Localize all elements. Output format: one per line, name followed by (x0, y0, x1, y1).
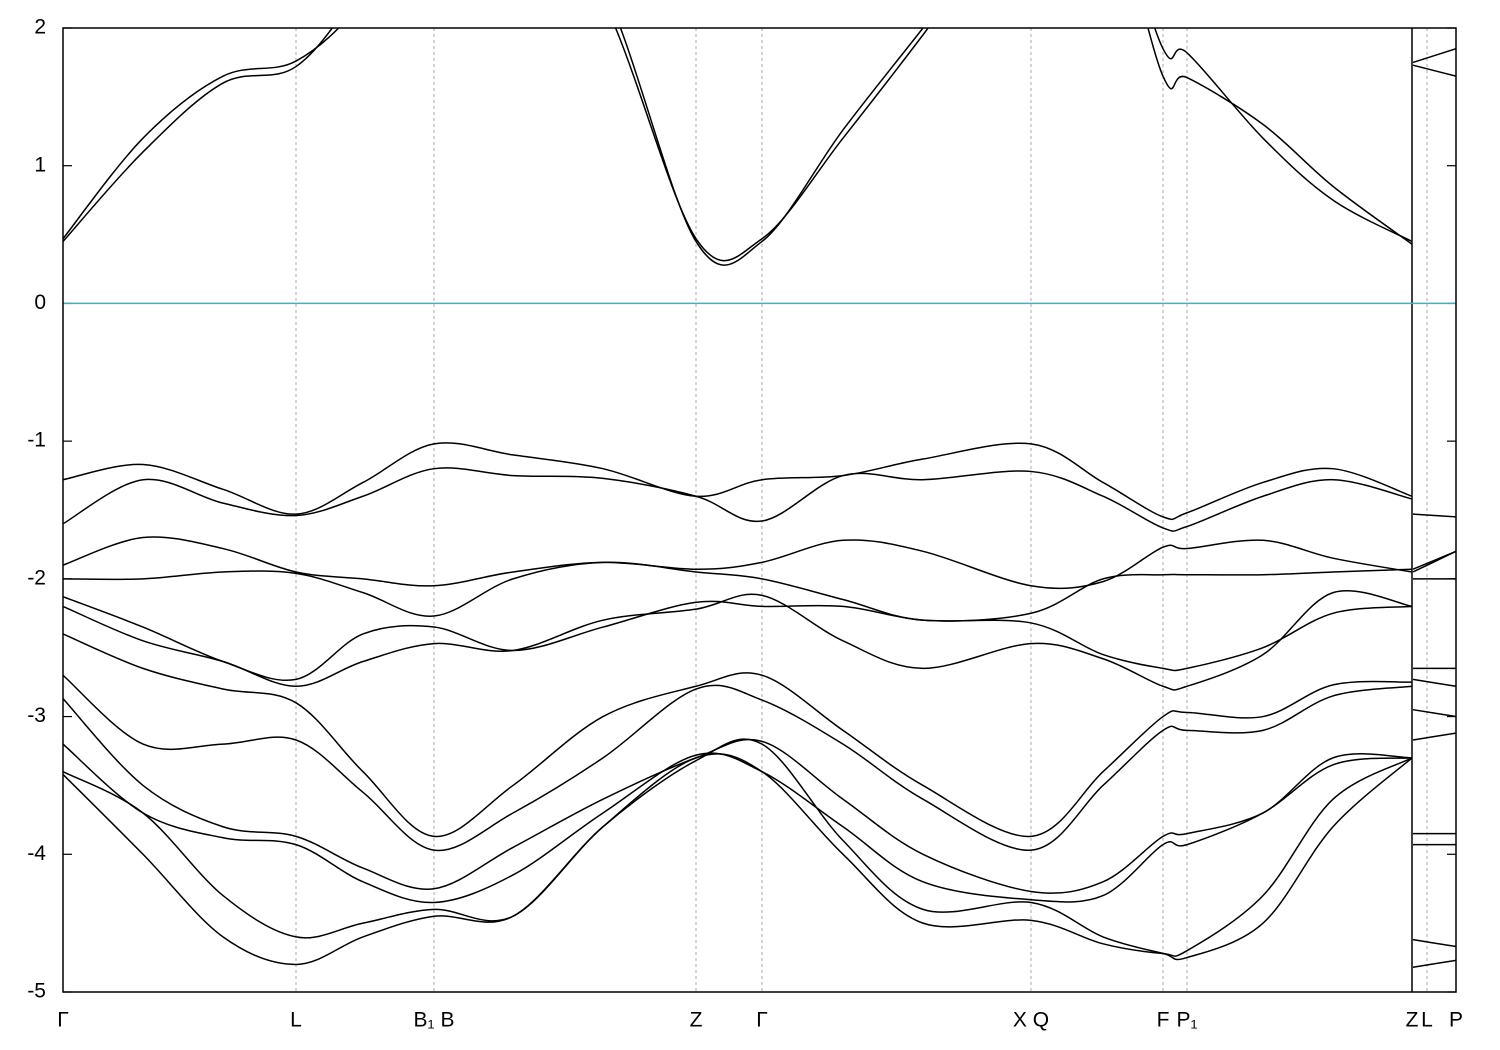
band-line (63, 698, 1456, 894)
band-line (63, 738, 1456, 968)
x-tick-label: Z (690, 1009, 703, 1032)
y-tick-label: -2 (27, 566, 46, 589)
band-line (63, 753, 1456, 957)
x-tick-label: P (1449, 1009, 1463, 1032)
x-tick-label: P₁ (1176, 1009, 1197, 1032)
band-line (63, 590, 1456, 691)
bands (63, 28, 1456, 992)
y-tick-label: -5 (27, 980, 46, 1003)
x-tick-label: X Q (1013, 1009, 1049, 1032)
band-line (63, 743, 1456, 904)
band-line (63, 596, 1456, 682)
y-tick-label: 0 (34, 291, 46, 314)
y-tick-label: 2 (34, 16, 46, 39)
x-tick-label: Γ (756, 1009, 768, 1032)
band-line (63, 442, 1456, 521)
y-tick-label: -4 (27, 842, 46, 865)
y-tick-label: -3 (27, 704, 46, 727)
band-line (63, 674, 1456, 852)
y-tick-label: -1 (27, 429, 46, 452)
band-line (63, 550, 1456, 622)
x-tick-label: L (1421, 1009, 1433, 1032)
y-tick-label: 1 (34, 153, 46, 176)
band-line (63, 28, 1456, 266)
band-line (63, 467, 1456, 570)
x-tick-label: Z (1406, 1009, 1419, 1032)
x-tick-label: F (1157, 1009, 1170, 1032)
plot-frame (62, 27, 1457, 993)
x-tick-label: B₁ B (414, 1009, 455, 1032)
band-line (63, 28, 1456, 262)
x-tick-label: L (290, 1009, 302, 1032)
band-line (63, 536, 1456, 590)
band-line (63, 633, 1456, 838)
x-tick-label: Γ (57, 1009, 69, 1032)
